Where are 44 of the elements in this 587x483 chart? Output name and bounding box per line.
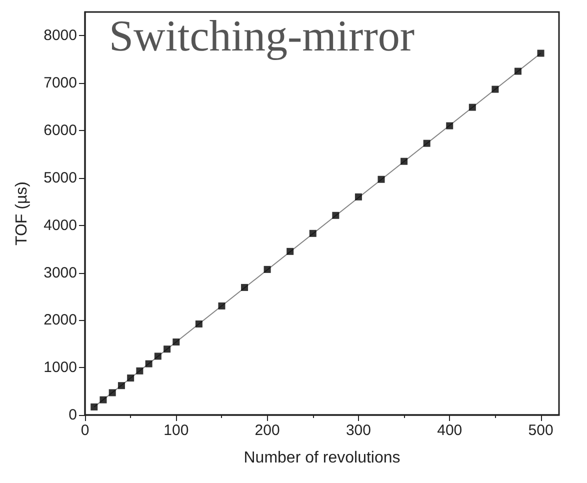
y-tick-label: 1000 — [44, 359, 77, 376]
point — [264, 266, 271, 273]
y-tick-label: 5000 — [44, 169, 77, 186]
point — [145, 360, 152, 368]
x-tick-label: 100 — [164, 422, 189, 439]
x-tick-label: 200 — [254, 422, 280, 439]
point — [446, 122, 454, 130]
y-tick-label: 6000 — [44, 122, 77, 140]
point — [164, 346, 171, 353]
x-tick-label: 300 — [346, 422, 371, 439]
y-tick-label: 8000 — [44, 27, 77, 44]
point — [309, 230, 316, 237]
point — [118, 382, 125, 390]
y-tick-label: 2000 — [44, 312, 77, 329]
point — [195, 320, 202, 328]
point — [354, 193, 362, 200]
point — [286, 248, 294, 255]
point — [400, 158, 408, 165]
point — [514, 68, 522, 75]
point — [172, 338, 180, 346]
point — [423, 140, 430, 147]
y-tick-label: 3000 — [44, 264, 77, 282]
y-tick-label: 4000 — [44, 216, 77, 234]
annotation: Switching-mirror — [109, 12, 415, 60]
point — [100, 396, 107, 404]
point — [218, 302, 226, 310]
point — [154, 352, 162, 360]
point — [468, 104, 476, 111]
y-axis-title: TOF (µs) — [14, 181, 30, 246]
point — [378, 176, 385, 183]
x-tick-label: 500 — [528, 422, 554, 439]
point — [108, 389, 116, 396]
y-tick-label: 0 — [68, 406, 77, 424]
point — [241, 284, 248, 291]
x-tick-label: 400 — [437, 422, 462, 439]
y-tick-label: 7000 — [44, 74, 77, 92]
x-axis-title: Number of revolutions — [244, 450, 400, 466]
point — [332, 212, 340, 219]
point — [537, 50, 544, 57]
point — [492, 86, 499, 93]
point — [127, 374, 134, 382]
x-tick-label: 0 — [80, 422, 90, 439]
point — [90, 403, 98, 410]
point — [136, 367, 144, 374]
